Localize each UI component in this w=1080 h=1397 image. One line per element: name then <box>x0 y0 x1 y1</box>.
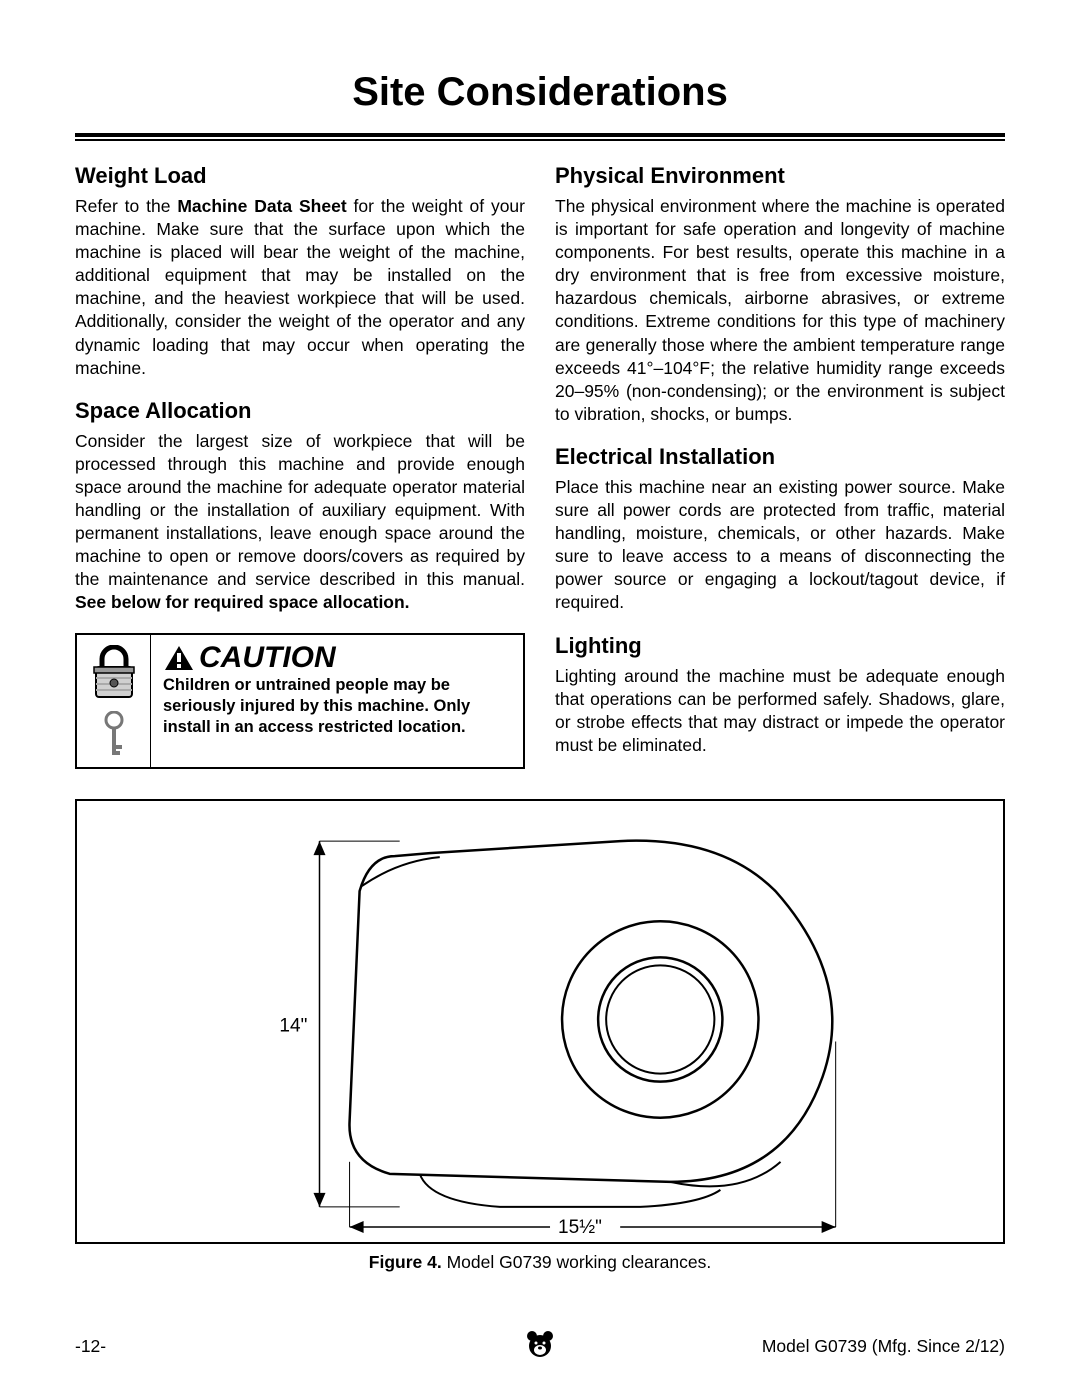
two-column-layout: Weight Load Refer to the Machine Data Sh… <box>75 163 1005 775</box>
physical-env-text: The physical environment where the machi… <box>555 195 1005 426</box>
caution-content: CAUTION Children or untrained people may… <box>151 635 523 767</box>
electrical-text: Place this machine near an existing powe… <box>555 476 1005 615</box>
figure-caption: Figure 4. Model G0739 working clearances… <box>75 1252 1005 1273</box>
page-number: -12- <box>75 1336 106 1357</box>
weight-load-text: Refer to the Machine Data Sheet for the … <box>75 195 525 380</box>
space-allocation-text: Consider the largest size of workpiece t… <box>75 430 525 615</box>
page-footer: -12- Model G0739 (Mfg. Since 2/12) <box>75 1336 1005 1357</box>
figure-box: 14" 15½" <box>75 799 1005 1244</box>
model-info: Model G0739 (Mfg. Since 2/12) <box>762 1336 1005 1357</box>
space-allocation-bold: See below for required space allocation. <box>75 592 410 612</box>
space-allocation-heading: Space Allocation <box>75 398 525 424</box>
page-title: Site Considerations <box>75 70 1005 115</box>
lighting-heading: Lighting <box>555 633 1005 659</box>
title-rule <box>75 133 1005 141</box>
dim-vertical-label: 14" <box>279 1015 307 1036</box>
machine-data-sheet-bold: Machine Data Sheet <box>177 196 346 216</box>
right-column: Physical Environment The physical enviro… <box>555 163 1005 775</box>
caution-text: Children or untrained people may be seri… <box>163 675 511 739</box>
footer-logo <box>525 1329 555 1364</box>
caution-box: CAUTION Children or untrained people may… <box>75 633 525 769</box>
figure-caption-bold: Figure 4. <box>369 1252 442 1272</box>
lighting-text: Lighting around the machine must be adeq… <box>555 665 1005 757</box>
left-column: Weight Load Refer to the Machine Data Sh… <box>75 163 525 775</box>
warning-triangle-icon <box>163 644 195 672</box>
text-span: Consider the largest size of workpiece t… <box>75 431 525 590</box>
weight-load-heading: Weight Load <box>75 163 525 189</box>
caution-icons <box>77 635 151 767</box>
physical-env-heading: Physical Environment <box>555 163 1005 189</box>
dim-horizontal-label: 15½" <box>558 1217 602 1238</box>
text-span: Refer to the <box>75 196 177 216</box>
clearance-diagram: 14" 15½" <box>77 801 1003 1242</box>
key-icon <box>102 711 126 757</box>
bear-icon <box>525 1329 555 1359</box>
electrical-heading: Electrical Installation <box>555 444 1005 470</box>
padlock-icon <box>91 645 137 701</box>
caution-heading: CAUTION <box>163 641 511 675</box>
caution-word: CAUTION <box>199 641 336 675</box>
text-span: for the weight of your machine. Make sur… <box>75 196 525 378</box>
figure-caption-text: Model G0739 working clearances. <box>442 1252 711 1272</box>
